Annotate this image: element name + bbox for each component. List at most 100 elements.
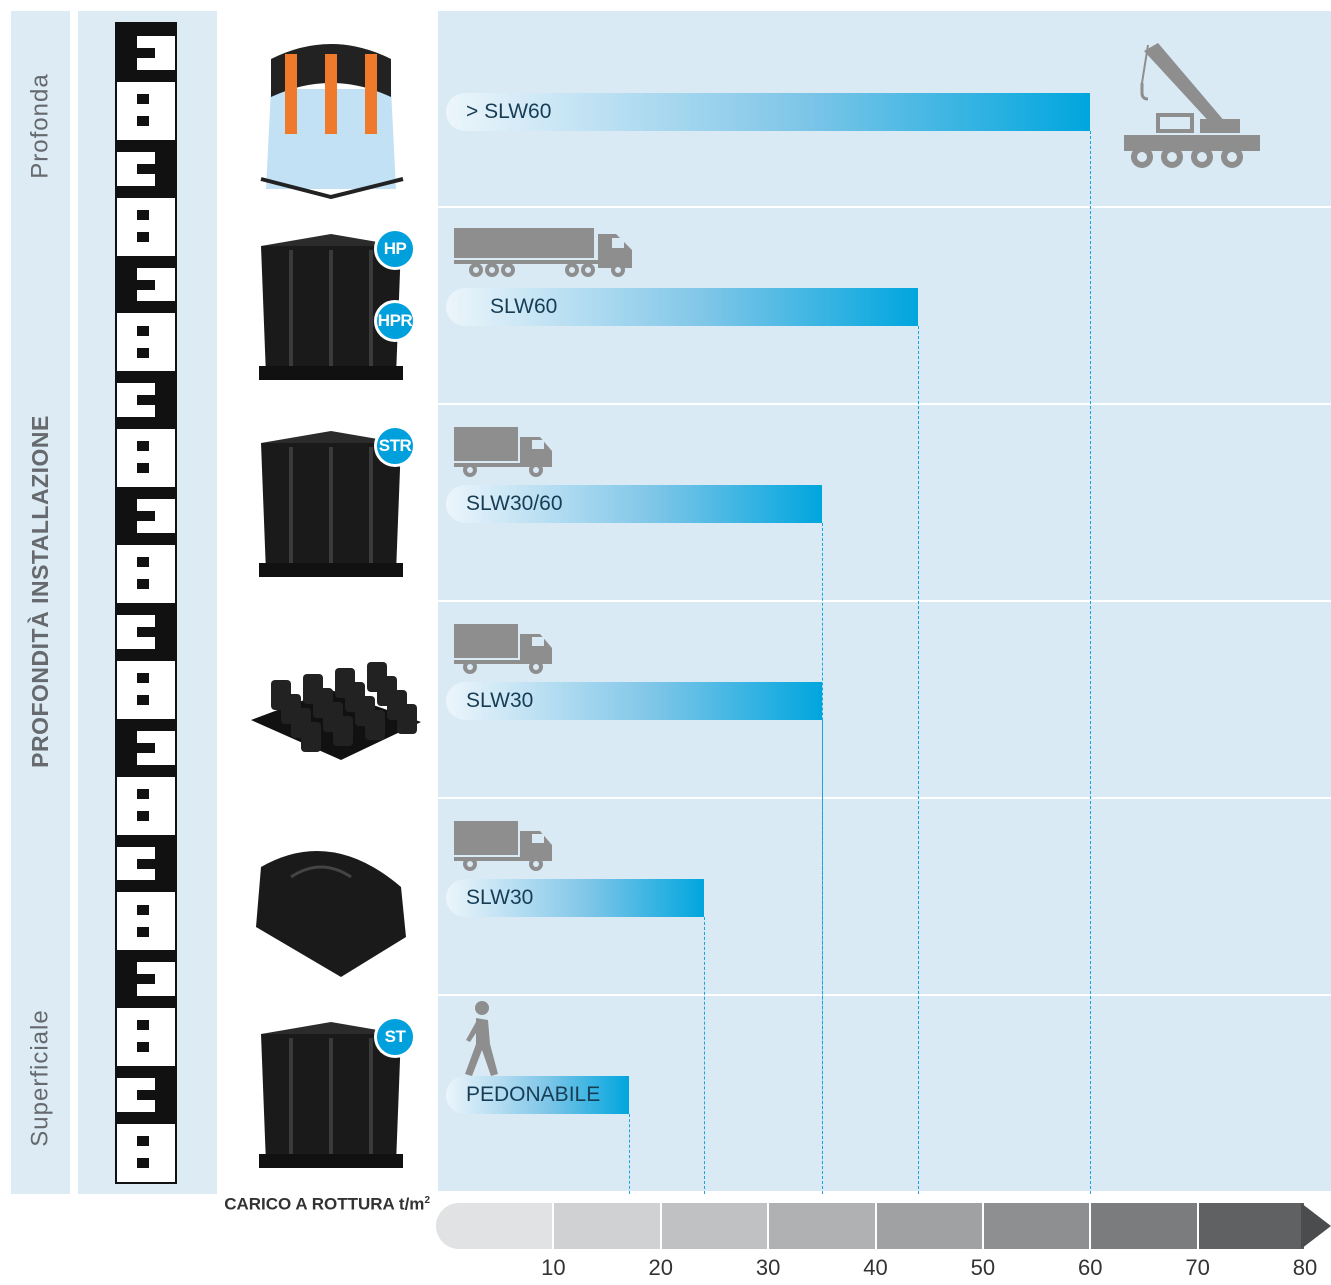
bar-label: PEDONABILE [466, 1083, 601, 1106]
ruler-mark [117, 718, 137, 777]
ruler-segment [117, 429, 175, 487]
bar-panel: SLW30 [438, 799, 1331, 994]
ruler-mark [137, 788, 149, 799]
scale-segment [876, 1203, 982, 1249]
ruler-segment [117, 893, 175, 951]
x-tick-label: 40 [863, 1255, 888, 1280]
ruler-segment [117, 371, 175, 430]
ruler-segment [117, 950, 175, 1009]
ruler-segment [117, 1124, 175, 1182]
ruler-mark [117, 834, 155, 847]
depth-axis-text: PROFONDITÀ INSTALLAZIONE [27, 414, 54, 768]
x-tick-label: 10 [541, 1255, 566, 1280]
scale-segment [769, 1203, 875, 1249]
ruler-mark [137, 764, 175, 777]
chart-row: > SLW60 [225, 11, 1331, 206]
depth-shallow-label: Superficiale [11, 961, 70, 1194]
ruler-mark [137, 718, 175, 731]
ruler-mark [137, 511, 155, 522]
ruler-mark [137, 950, 175, 963]
bar-label: > SLW60 [466, 100, 552, 123]
ruler-mark [117, 139, 155, 152]
ruler-mark [137, 279, 155, 290]
product-badge: STR [374, 425, 416, 467]
truck-icon [454, 821, 552, 871]
ruler-mark [137, 231, 149, 242]
ruler-mark [137, 672, 149, 683]
ruler-mark [137, 533, 175, 546]
ruler-segment [117, 24, 175, 82]
ruler-mark [137, 255, 175, 268]
ruler-mark [137, 1158, 149, 1169]
x-axis-label-text: CARICO A ROTTURA t/m [224, 1194, 425, 1214]
scale-segment [661, 1203, 768, 1249]
x-axis-label-sup: 2 [424, 1195, 430, 1206]
bar-end-guide [703, 917, 705, 1194]
ruler-mark [117, 417, 155, 430]
ruler-mark [155, 603, 175, 661]
scale-segment [554, 1203, 660, 1249]
data-bar: PEDONABILE [446, 1076, 629, 1114]
ruler-mark [137, 395, 155, 406]
product-badge: HP [374, 228, 416, 270]
chart-row: STR SLW30/60 [225, 405, 1331, 600]
x-tick-label: 50 [970, 1255, 996, 1280]
data-bar: SLW60 [446, 288, 919, 326]
pedestrian-icon [465, 1001, 498, 1076]
ruler-mark [117, 487, 137, 546]
ruler-segment [117, 777, 175, 835]
ruler-segment [117, 314, 175, 372]
ruler-mark [137, 1136, 149, 1147]
ruler-segment [117, 82, 175, 140]
ruler-segment [117, 718, 175, 777]
bar-end-guide [918, 326, 920, 1194]
bar-end-guide [1090, 131, 1092, 1194]
product-badge: ST [374, 1016, 416, 1058]
ruler-mark [137, 557, 149, 568]
depth-axis-label: PROFONDITÀ INSTALLAZIONE [11, 311, 70, 871]
ruler-mark [117, 603, 155, 615]
ruler-mark [137, 1090, 155, 1101]
scale-arrow-icon [1301, 1203, 1331, 1249]
ruler-mark [117, 255, 137, 314]
ruler-mark [137, 694, 149, 705]
x-tick-label: 80 [1292, 1255, 1318, 1280]
semi-truck-icon [454, 228, 632, 277]
depth-shallow-text: Superficiale [26, 1008, 54, 1147]
ruler-segment [117, 487, 175, 546]
scale-segment [436, 1203, 553, 1249]
x-axis-label: CARICO A ROTTURA t/m2 [100, 1186, 430, 1216]
ruler-mark [137, 69, 175, 82]
truck-icon [454, 624, 552, 674]
ruler-mark [137, 996, 175, 1009]
data-bar: SLW30 [446, 682, 822, 720]
ruler-mark [137, 441, 149, 452]
ruler-segment [117, 603, 175, 661]
bar-label: SLW30 [466, 689, 534, 712]
depth-label-column: Profonda PROFONDITÀ INSTALLAZIONE Superf… [11, 11, 70, 1194]
x-tick-label: 70 [1185, 1255, 1210, 1280]
product-image [225, 799, 436, 994]
bar-panel: SLW30 [438, 602, 1331, 797]
bar-panel: SLW60 [438, 208, 1331, 403]
ruler-mark [137, 904, 149, 915]
ruler-mark [137, 325, 149, 336]
scale-segment [1198, 1203, 1304, 1249]
bar-label: SLW60 [490, 295, 558, 318]
ruler-mark [137, 463, 149, 474]
data-bar: SLW30 [446, 879, 704, 917]
ruler-segment [117, 661, 175, 719]
ruler-mark [117, 371, 155, 384]
depth-deep-text: Profonda [26, 73, 54, 179]
ruler-mark [137, 1042, 149, 1053]
ruler-mark [117, 185, 155, 198]
ruler-segment [117, 1066, 175, 1125]
x-tick-label: 60 [1078, 1255, 1103, 1280]
truck-icon [454, 427, 552, 477]
ruler-mark [117, 1066, 155, 1079]
bar-panel: SLW30/60 [438, 405, 1331, 600]
bar-label: SLW30/60 [466, 492, 563, 515]
x-tick-label: 20 [648, 1255, 673, 1280]
ruler-mark [117, 880, 155, 893]
